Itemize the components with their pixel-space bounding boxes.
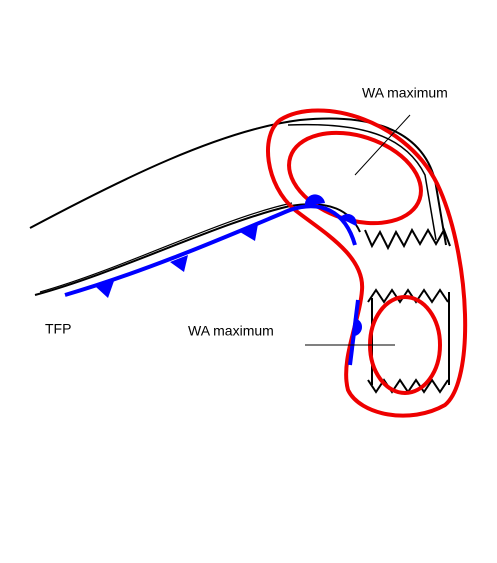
- front: [64, 194, 363, 366]
- leader-line: [354, 114, 411, 176]
- front-semicircle: [352, 318, 363, 337]
- label: WA maximum: [362, 85, 448, 101]
- front-line: [64, 204, 357, 297]
- front-triangle: [170, 255, 188, 272]
- upper-edge: [29, 117, 447, 246]
- label: WA maximum: [188, 323, 274, 339]
- zigzag-upper: [364, 227, 451, 251]
- label: TFP: [45, 321, 71, 337]
- outer-contour: [266, 108, 468, 418]
- front-semicircle: [340, 213, 357, 226]
- front-triangle: [240, 224, 258, 241]
- inner-edge: [287, 123, 437, 241]
- lower-edge: [34, 203, 361, 296]
- zigzag-middle: [367, 288, 449, 304]
- outline: [29, 117, 451, 394]
- front-triangle: [96, 281, 114, 298]
- front-semicircle: [304, 194, 325, 206]
- lower-edge-inner: [39, 202, 293, 293]
